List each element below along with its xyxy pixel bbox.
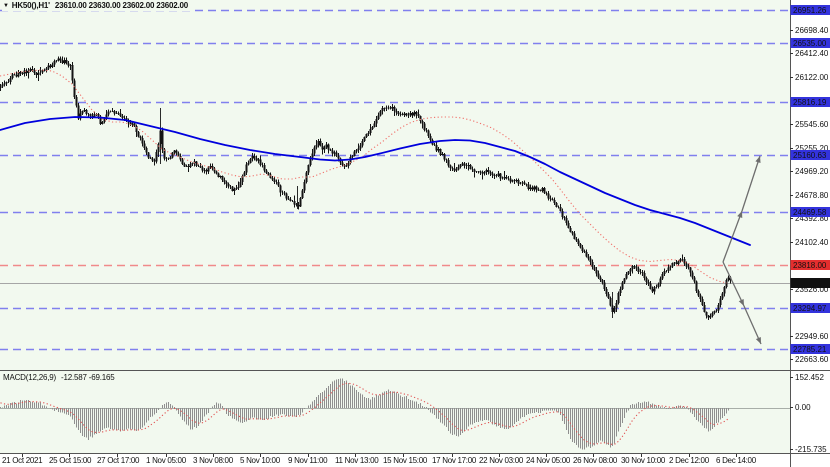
trend-arrow-up[interactable] [722,210,743,263]
trend-arrow-up-head [755,156,761,164]
price-tick-label: 22949.60 [795,332,829,341]
price-tick-label: 24678.80 [795,191,829,200]
price-level-label: 23818.00 [793,261,827,270]
current-price-label-box [790,278,830,288]
price-tick-label: 25255.20 [795,144,829,153]
time-axis-label: 21 Oct 2021 [2,456,43,465]
ma-line-red-dotted[interactable] [0,69,728,284]
time-axis-label: 17 Nov 17:00 [432,456,477,465]
time-axis-label: 25 Oct 15:00 [49,456,92,465]
price-tick-label: 22663.60 [795,355,829,364]
price-level-label-box [790,207,830,217]
trend-arrow-down[interactable] [743,305,762,345]
time-scale[interactable]: 21 Oct 2021 25 Oct 15:00 27 Oct 17:00 1 Nov… [2,454,757,465]
chart-ohlc-values: 23610.00 23630.00 23602.00 23602.00 [54,1,189,10]
macd-histogram[interactable] [0,378,730,450]
price-tick-label: 24102.40 [795,238,829,247]
macd-scale-label: 152.452 [795,373,824,382]
price-tick-label: 24969.20 [795,167,829,176]
macd-name: MACD(12,26,9) [3,373,56,382]
price-level-label-box [790,38,830,48]
price-level-label-box [790,303,830,313]
time-axis-label: 30 Nov 10:00 [621,456,666,465]
time-axis-label: 15 Nov 15:00 [383,456,428,465]
time-axis-label: 3 Nov 08:00 [193,456,234,465]
time-axis-label: 11 Nov 13:00 [335,456,379,465]
price-level-label-box [790,97,830,107]
time-axis-label: 24 Nov 05:00 [526,456,571,465]
price-level-label: 23294.97 [793,304,827,313]
price-level-label-box [790,260,830,270]
macd-scale-label: -215.735 [795,445,827,454]
price-level-label-box [790,150,830,160]
candlesticks[interactable] [0,58,732,318]
price-level-label: 24469.58 [793,208,827,217]
price-scale[interactable]: 26698.40 26412.40 26122.00 25545.60 25255.20… [790,5,830,454]
trend-arrow-down-head [755,336,761,344]
macd-current-values: -12.587 -69.165 [60,373,115,382]
ma-line-blue[interactable] [0,116,751,246]
time-axis-label: 26 Nov 08:00 [573,456,618,465]
time-axis-label: 2 Dec 12:00 [669,456,710,465]
price-level-label-box [790,5,830,15]
trend-arrow-down-head [738,298,744,306]
trend-arrow-up-head [737,211,743,219]
macd-pane [0,378,790,450]
price-level-label: 22785.21 [793,345,827,354]
price-level-label: 25816.19 [793,98,827,107]
time-axis-label: 6 Dec 14:00 [716,456,757,465]
price-level-label: 26535.00 [793,39,827,48]
trend-arrow-up[interactable] [741,155,761,212]
price-level-label: 25160.63 [793,151,827,160]
chart-title: ▼ HK50(),H1' 23610.00 23630.00 23602.00 23… [2,1,193,11]
chart-title-marker-icon: ▼ [3,3,9,9]
trend-arrows-group [722,155,762,345]
time-axis-label: 1 Nov 05:00 [146,456,187,465]
price-tick-label: 26698.40 [795,26,829,35]
macd-indicator-label[interactable]: MACD(12,26,9) -12.587 -69.165 [3,373,115,382]
time-axis-label: 27 Oct 17:00 [97,456,140,465]
trend-arrow-down[interactable] [722,261,745,307]
time-scale-drag-area[interactable] [0,453,790,467]
price-tick-label: 26122.00 [795,73,829,82]
price-tick-label: 24392.80 [795,214,829,223]
price-tick-label: 26412.40 [795,49,829,58]
price-scale-drag-area[interactable] [790,0,830,453]
price-level-label-box [790,344,830,354]
current-price-label: 23602.00 [793,279,827,288]
price-tick-label: 23526.00 [795,285,829,294]
candles-group [0,56,751,320]
time-axis-label: 9 Nov 11:00 [288,456,328,465]
macd-scale-label: 0.00 [795,403,811,412]
chart-background[interactable] [0,0,790,453]
time-axis-label: 22 Nov 03:00 [479,456,524,465]
price-level-label: 26951.26 [793,6,827,15]
time-axis-label: 5 Nov 10:00 [240,456,281,465]
price-tick-label: 25545.60 [795,120,829,129]
chart-symbol-period: HK50(),H1' [11,1,50,10]
